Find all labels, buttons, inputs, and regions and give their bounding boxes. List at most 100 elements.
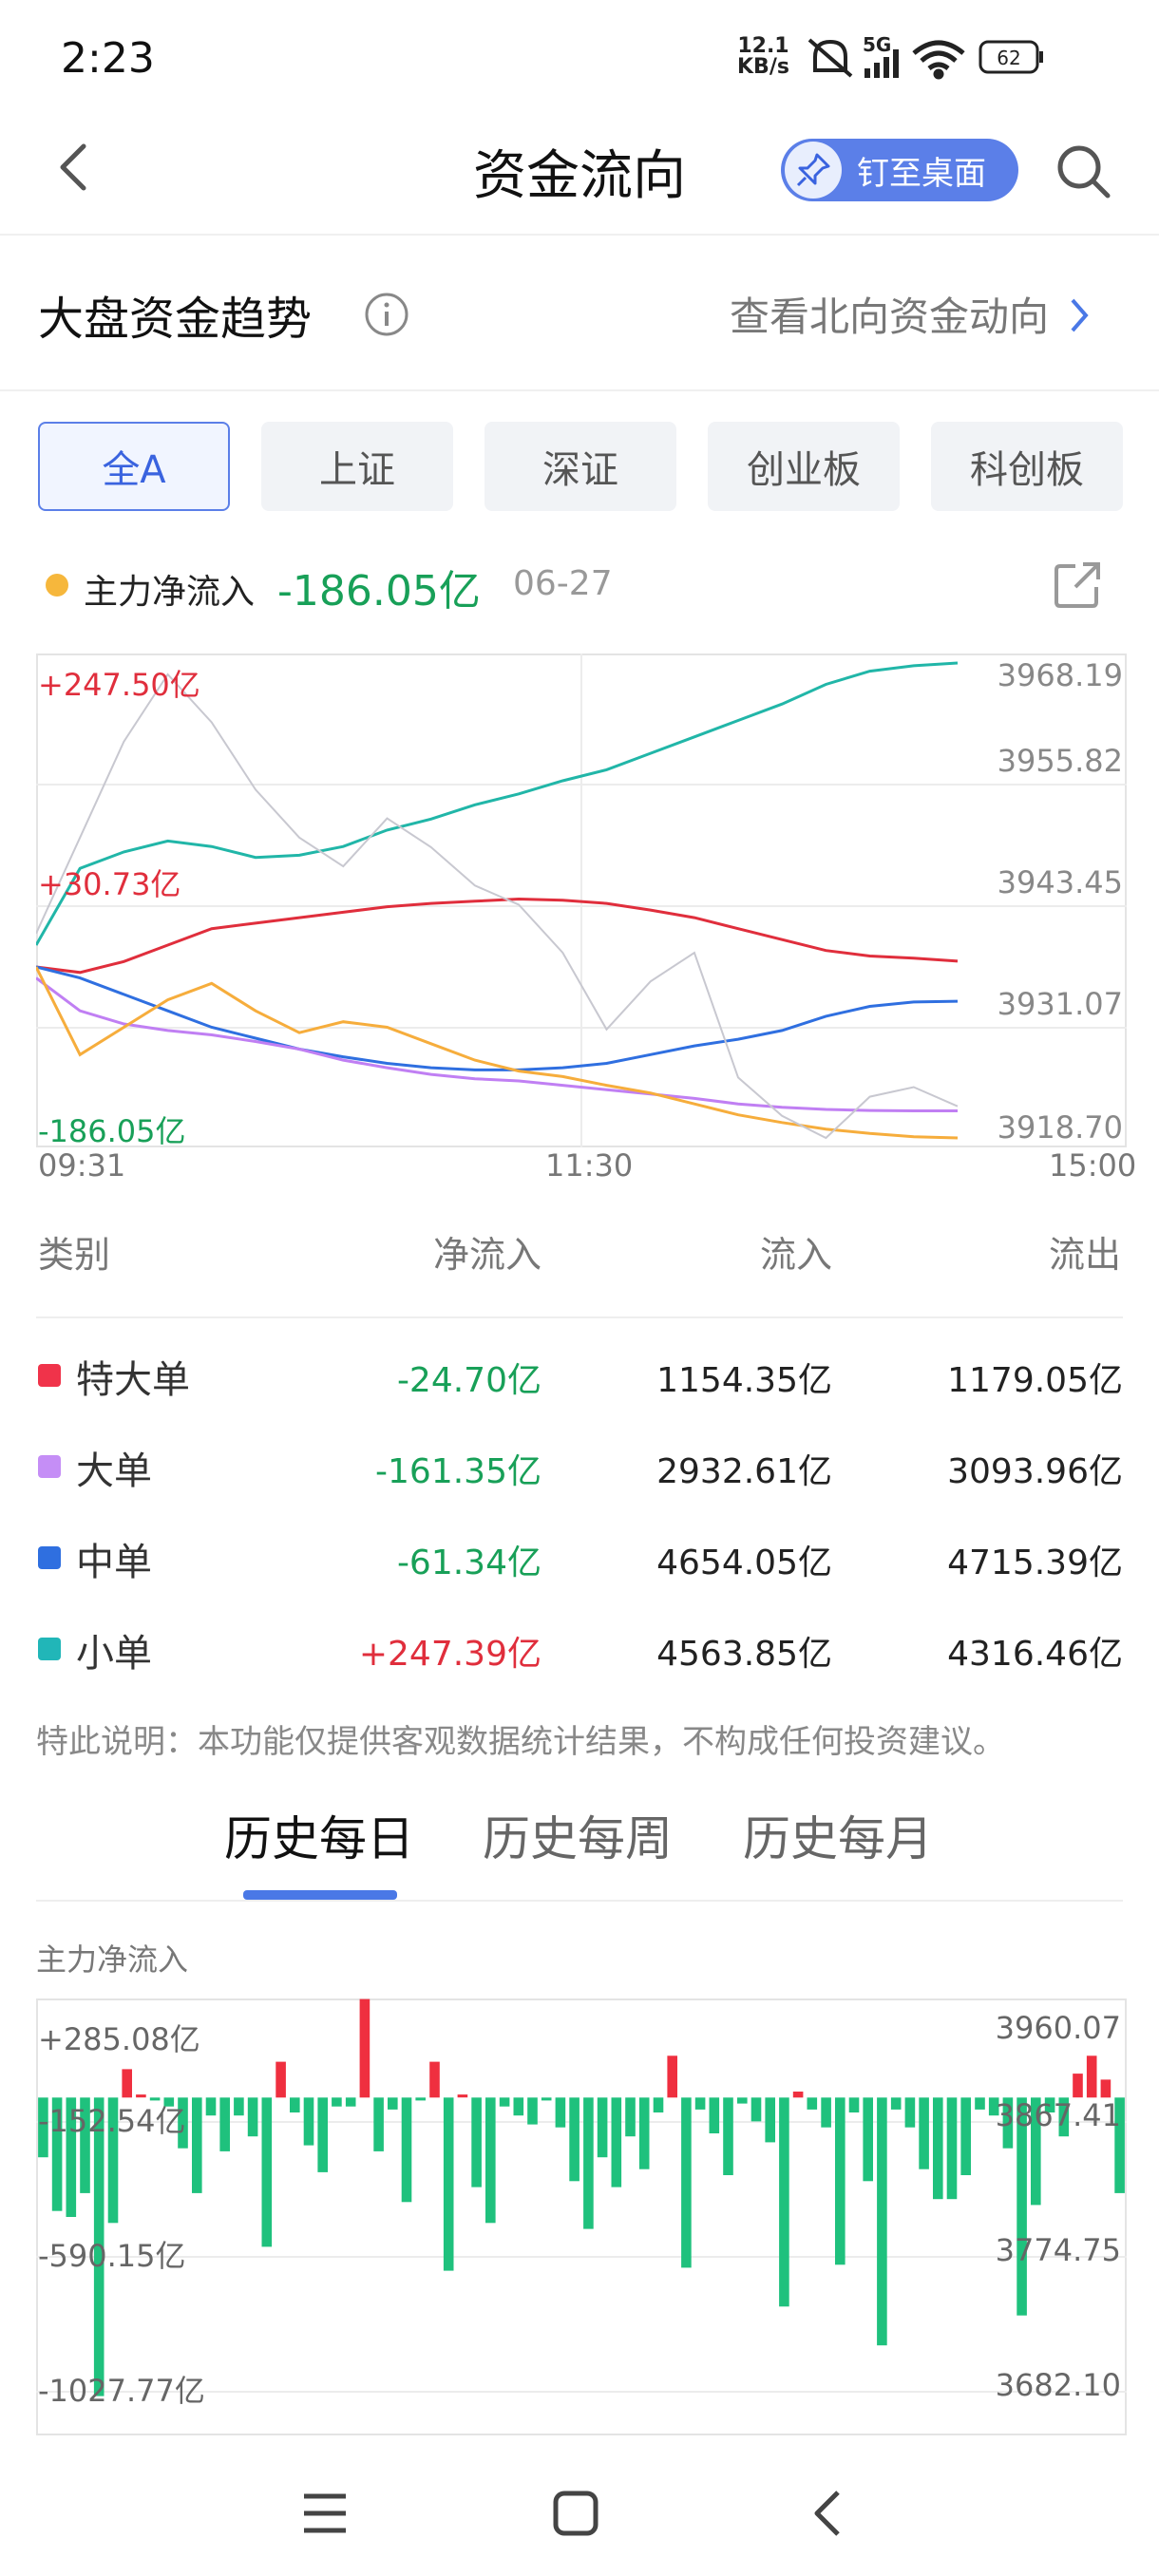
row-inflow: 4563.85亿 — [656, 1635, 832, 1674]
history-chart-title: 主力净流入 — [36, 1941, 189, 1978]
history-bar — [1058, 2097, 1070, 2137]
history-bar — [779, 2097, 789, 2307]
back-icon[interactable] — [49, 139, 106, 196]
net-speed: 12.1 KB/s — [737, 36, 789, 78]
history-bar — [499, 2097, 510, 2107]
history-bar — [737, 2097, 748, 2104]
history-bar — [261, 2097, 273, 2247]
tab-history-monthly[interactable]: 历史每月 — [743, 1811, 933, 1866]
row-inflow: 1154.35亿 — [656, 1361, 832, 1400]
history-bar — [303, 2097, 314, 2146]
right-axis-label-4: 3931.07 — [997, 986, 1123, 1022]
tab-history-daily[interactable]: 历史每日 — [224, 1811, 414, 1866]
info-icon[interactable] — [363, 291, 410, 338]
history-bar — [192, 2097, 202, 2193]
hist-left-label-4: -1027.77亿 — [38, 2373, 205, 2409]
history-bar — [583, 2097, 594, 2229]
history-bar — [457, 2094, 468, 2098]
history-bar — [107, 2097, 119, 2224]
divider — [36, 1900, 1123, 1902]
system-nav-bar — [0, 2443, 1159, 2576]
history-bar — [569, 2097, 580, 2182]
row-category-name: 特大单 — [76, 1358, 190, 1402]
network-type-label: 5G — [863, 33, 891, 56]
hist-right-label-3: 3774.75 — [995, 2232, 1121, 2268]
table-divider — [36, 1316, 1123, 1318]
row-net-flow: -24.70亿 — [396, 1361, 542, 1400]
row-net-flow: +247.39亿 — [358, 1635, 542, 1674]
history-bar — [276, 2061, 286, 2098]
tab-chinext[interactable]: 创业板 — [708, 422, 900, 511]
series-line-1 — [35, 897, 959, 975]
pin-button-label: 钉至桌面 — [857, 154, 986, 193]
history-bar — [332, 2097, 342, 2107]
disclaimer: 特此说明：本功能仅提供客观数据统计结果，不构成任何投资建议。 — [36, 1723, 1005, 1761]
history-bar — [80, 2097, 90, 2193]
history-bar — [919, 2097, 929, 2169]
share-icon[interactable] — [1051, 559, 1104, 612]
history-bar — [1044, 2097, 1055, 2112]
tab-history-weekly[interactable]: 历史每周 — [483, 1811, 673, 1866]
row-outflow: 4316.46亿 — [947, 1635, 1123, 1674]
history-bar — [527, 2097, 538, 2125]
history-bar — [694, 2097, 706, 2110]
history-bar — [821, 2097, 831, 2128]
history-bar — [443, 2097, 454, 2271]
net-speed-unit: KB/s — [737, 55, 789, 79]
tab-shanghai[interactable]: 上证 — [261, 422, 453, 511]
tab-all-a[interactable]: 全A — [38, 422, 230, 511]
history-bar — [877, 2097, 887, 2346]
history-bar — [205, 2097, 217, 2116]
history-bar — [163, 2097, 175, 2107]
signal-icon — [864, 49, 899, 78]
series-line-3 — [35, 976, 958, 1112]
history-bar — [750, 2097, 762, 2122]
nav-bar — [0, 114, 1159, 236]
hist-left-label-3: -590.15亿 — [38, 2238, 186, 2274]
history-bar — [890, 2097, 902, 2110]
history-chart-svg — [36, 1998, 1127, 2435]
row-category-name: 中单 — [76, 1541, 152, 1584]
menu-icon[interactable] — [300, 2491, 350, 2536]
history-bar — [975, 2097, 985, 2110]
right-axis-label-5: 3918.70 — [997, 1109, 1123, 1146]
status-time: 2:23 — [61, 34, 155, 83]
main-flow-date: 06-27 — [513, 564, 613, 603]
history-bar — [149, 2097, 161, 2101]
history-bar — [848, 2097, 860, 2112]
history-bar — [219, 2097, 230, 2151]
pin-to-desktop-button[interactable]: 钉至桌面 — [781, 139, 1018, 201]
history-bar — [1086, 2055, 1097, 2098]
battery-level: 62 — [997, 47, 1020, 69]
status-icons: 5G 62 — [808, 33, 1043, 80]
tab-shenzhen[interactable]: 深证 — [484, 422, 676, 511]
main-flow-value: -186.05亿 — [277, 567, 481, 616]
search-icon[interactable] — [1053, 141, 1113, 201]
row-category-name: 小单 — [76, 1632, 152, 1676]
row-outflow: 3093.96亿 — [947, 1452, 1123, 1491]
history-bar — [611, 2097, 622, 2188]
history-bar — [122, 2069, 132, 2098]
series-line-4 — [34, 966, 959, 1140]
battery-icon: 62 — [978, 40, 1043, 74]
nav-back-icon[interactable] — [808, 2489, 846, 2538]
tab-star-market[interactable]: 科创板 — [931, 422, 1123, 511]
history-bar — [835, 2097, 846, 2265]
table-header-outflow: 流出 — [1049, 1234, 1122, 1276]
history-tab-indicator — [243, 1890, 397, 1900]
history-bar — [373, 2097, 384, 2151]
history-bar — [317, 2097, 328, 2172]
history-bar — [178, 2097, 188, 2149]
northbound-flow-link[interactable]: 查看北向资金动向 — [730, 285, 1092, 343]
right-axis-label-3: 3943.45 — [997, 864, 1123, 900]
history-bar — [471, 2097, 482, 2188]
series-line-0 — [34, 661, 959, 946]
right-axis-label-2: 3955.82 — [997, 743, 1123, 779]
home-icon[interactable] — [551, 2489, 600, 2538]
history-bar — [485, 2097, 496, 2224]
history-bar — [359, 1998, 370, 2098]
history-bar — [988, 2097, 999, 2116]
table-header-category: 类别 — [38, 1234, 111, 1276]
row-color-dot — [38, 1455, 61, 1478]
history-bar — [1002, 2097, 1014, 2149]
